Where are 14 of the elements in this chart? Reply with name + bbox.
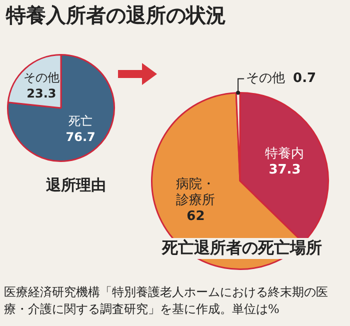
text: 死亡退所者の死亡場所 xyxy=(160,238,324,259)
slice-label: その他 xyxy=(23,70,60,84)
text: 医療経済研究機構「特別養護老人ホームにおける終末期の医療・介護に関する調査研究」を基に作成。単位は% xyxy=(4,284,329,318)
slice-label: 死亡 xyxy=(68,114,93,128)
data-label: 76.7 xyxy=(66,130,96,144)
chart-title: 特養入所者の退所の状況 xyxy=(4,2,228,29)
data-label: 0.7 xyxy=(293,71,316,86)
slice-label: 特養内 xyxy=(265,146,304,162)
slice-label: 病院・診療所 xyxy=(176,177,216,208)
data-label: 37.3 xyxy=(268,162,301,178)
slice-label: その他 xyxy=(246,71,286,86)
data-label: 62 xyxy=(186,209,205,224)
data-label: 23.3 xyxy=(26,86,56,100)
text: 退所理由 xyxy=(44,176,108,195)
